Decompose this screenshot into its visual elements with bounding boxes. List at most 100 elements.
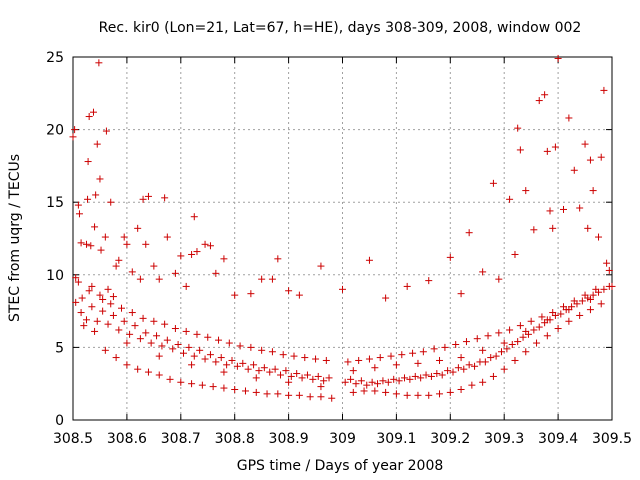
data-point: [457, 386, 465, 394]
data-point: [414, 391, 422, 399]
data-point: [586, 295, 594, 303]
data-point: [492, 352, 500, 360]
data-point: [196, 346, 204, 354]
data-point: [126, 330, 134, 338]
data-point: [600, 86, 608, 94]
data-point: [597, 300, 605, 308]
data-point: [75, 210, 83, 218]
data-point: [438, 371, 446, 379]
x-tick-label: 308.5: [53, 431, 93, 447]
data-point: [193, 330, 201, 338]
data-point: [454, 364, 462, 372]
data-point: [527, 317, 535, 325]
data-point: [473, 335, 481, 343]
gridlines: [73, 57, 612, 420]
data-point: [169, 345, 177, 353]
data-point: [155, 275, 163, 283]
data-point: [258, 275, 266, 283]
data-point: [352, 380, 360, 388]
data-point: [395, 377, 403, 385]
data-point: [357, 377, 365, 385]
data-point: [190, 352, 198, 360]
data-point: [303, 371, 311, 379]
data-point: [74, 201, 82, 209]
data-point: [188, 380, 196, 388]
data-point: [153, 332, 161, 340]
data-point: [605, 266, 613, 274]
x-tick-label: 308.9: [269, 431, 309, 447]
data-point: [107, 300, 115, 308]
data-point: [392, 361, 400, 369]
data-point: [285, 378, 293, 386]
data-point: [87, 242, 95, 250]
data-point: [77, 309, 85, 317]
data-point: [597, 153, 605, 161]
data-point: [422, 371, 430, 379]
data-point: [320, 377, 328, 385]
data-point: [193, 248, 201, 256]
data-point: [457, 354, 465, 362]
data-point: [392, 390, 400, 398]
data-point: [446, 388, 454, 396]
data-point: [252, 374, 260, 382]
data-point: [522, 327, 530, 335]
data-point: [88, 282, 96, 290]
data-point: [516, 146, 524, 154]
data-point: [144, 368, 152, 376]
data-point: [109, 293, 117, 301]
data-point: [309, 375, 317, 383]
data-point: [274, 255, 282, 263]
data-point: [398, 351, 406, 359]
data-point: [82, 316, 90, 324]
data-point: [554, 54, 562, 62]
data-point: [268, 348, 276, 356]
data-point: [104, 320, 112, 328]
data-point: [446, 253, 454, 261]
data-point: [120, 233, 128, 241]
x-tick-label: 309: [329, 431, 356, 447]
data-point: [339, 285, 346, 293]
data-point: [179, 349, 187, 357]
data-point: [487, 354, 495, 362]
data-point: [136, 275, 144, 283]
data-point: [82, 240, 90, 248]
data-point: [498, 348, 506, 356]
data-point: [570, 297, 578, 305]
data-point: [190, 213, 198, 221]
x-tick-label: 309.3: [484, 431, 524, 447]
data-point: [549, 309, 557, 317]
data-point: [220, 255, 228, 263]
data-point: [479, 378, 487, 386]
data-point: [344, 358, 352, 366]
data-point: [239, 359, 247, 367]
data-point: [382, 294, 390, 302]
data-point: [266, 368, 274, 376]
data-point: [215, 336, 223, 344]
data-point: [201, 240, 209, 248]
data-point: [139, 314, 147, 322]
data-point: [376, 354, 384, 362]
data-point: [519, 333, 527, 341]
x-tick-label: 309.5: [592, 431, 632, 447]
data-point: [231, 386, 239, 394]
data-point: [123, 361, 131, 369]
data-point: [155, 371, 163, 379]
data-point: [576, 204, 584, 212]
data-point: [441, 343, 449, 351]
data-point: [530, 226, 538, 234]
data-point: [233, 362, 241, 370]
data-point: [444, 367, 452, 375]
data-point: [139, 195, 147, 203]
data-point: [236, 342, 244, 350]
data-point: [365, 355, 373, 363]
data-point: [586, 156, 594, 164]
data-point: [72, 298, 80, 306]
data-point: [123, 240, 131, 248]
data-points: [69, 54, 616, 402]
data-point: [511, 356, 519, 364]
data-point: [161, 194, 169, 202]
data-point: [406, 375, 414, 383]
data-point: [411, 372, 419, 380]
y-tick-label: 5: [55, 340, 64, 356]
data-point: [115, 256, 123, 264]
